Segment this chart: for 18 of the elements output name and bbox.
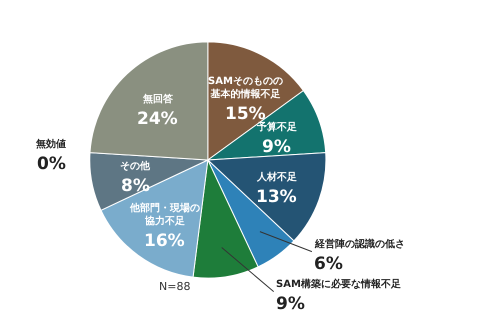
slice-label: 経営陣の認識の低さ — [314, 238, 405, 250]
data-label: 9% — [276, 294, 305, 314]
data-label: 8% — [121, 176, 150, 196]
data-label: 24% — [137, 109, 178, 129]
slice-label: 予算不足 — [256, 121, 297, 133]
data-label: 6% — [314, 254, 343, 274]
slice-label: SAMそのものの基本的情報不足 — [208, 76, 283, 100]
data-label: 9% — [262, 137, 291, 157]
text: N=88 — [159, 280, 190, 293]
slice-label: その他 — [120, 160, 151, 172]
slice-label: 無回答 — [142, 93, 174, 105]
slice-label: 人材不足 — [256, 171, 297, 183]
slice-label: 他部門・現場の協力不足 — [129, 202, 200, 227]
category-label: 無効値 — [36, 139, 66, 150]
data-label: 16% — [144, 231, 185, 251]
slice-label: SAM構築に必要な情報不足 — [276, 278, 401, 290]
text: 0% — [37, 154, 66, 174]
data-label: 13% — [256, 187, 297, 207]
